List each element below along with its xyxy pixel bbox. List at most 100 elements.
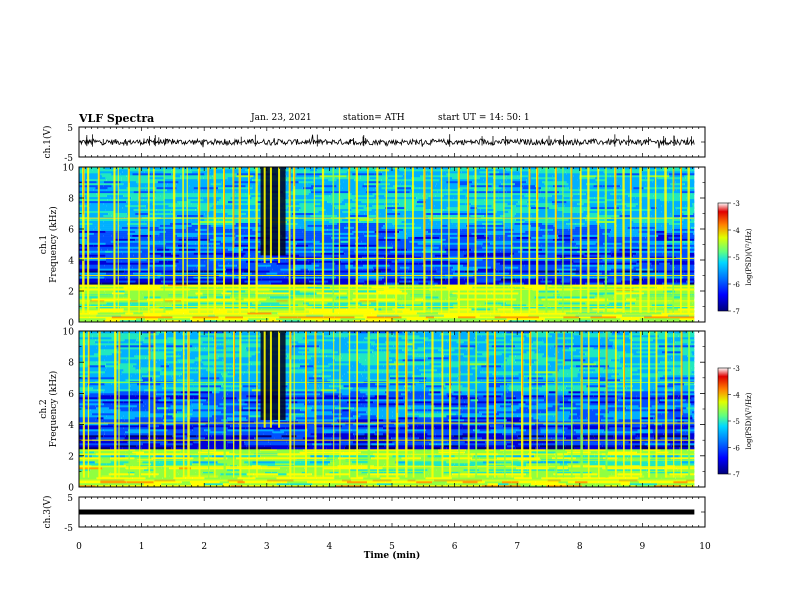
spectrogram-cell	[362, 256, 384, 259]
spectrogram-cell	[222, 483, 230, 486]
spectrogram-cell	[95, 186, 108, 190]
spectrogram-cell	[145, 254, 161, 257]
spectrogram-cell	[445, 171, 462, 174]
spectrogram-cell	[652, 431, 673, 434]
spectrogram-cell	[692, 302, 695, 305]
spectrogram-cell	[269, 276, 285, 279]
spectrogram-cell	[295, 417, 307, 420]
spectrogram-cell	[299, 254, 316, 257]
spectrogram-cell	[425, 316, 435, 319]
spectrogram-cell	[164, 171, 192, 174]
spectrogram-cell	[199, 230, 213, 233]
spheric-streak	[289, 167, 291, 207]
spectrogram-cell	[624, 286, 635, 289]
spectrogram-cell	[475, 220, 504, 223]
spectrogram-cell	[139, 465, 164, 468]
spectrogram-cell	[79, 411, 104, 414]
spectrogram-cell	[519, 171, 531, 174]
spectrogram-cell	[348, 300, 360, 303]
spectrogram-cell	[353, 169, 376, 172]
spectrogram-cell	[569, 280, 586, 283]
spectrogram-cell	[481, 320, 509, 323]
spectrogram-cell	[482, 222, 502, 225]
spectrogram-cell	[124, 292, 143, 295]
spectrogram-cell	[165, 308, 175, 311]
spectrogram-cell	[631, 218, 659, 221]
spectrogram-cell	[328, 280, 356, 283]
spectrogram-cell	[630, 425, 647, 428]
spectrogram-cell	[310, 461, 331, 464]
spectrogram-cell	[89, 443, 117, 446]
spectrogram-cell	[399, 202, 424, 206]
spectrogram-cell	[123, 296, 144, 299]
spectrogram-cell	[653, 407, 676, 410]
spectrogram-cell	[405, 461, 424, 464]
spectrogram-cell	[407, 248, 424, 251]
spectrogram-cell	[580, 435, 594, 438]
spectrogram-cell	[443, 457, 460, 460]
spectrogram-cell	[468, 238, 487, 241]
spectrogram-cell	[456, 485, 482, 488]
spectrogram-cell	[334, 176, 361, 180]
spectrogram-cell	[542, 278, 562, 281]
spectrogram-cell	[402, 298, 415, 301]
spectrogram-cell	[274, 421, 288, 424]
spectrogram-cell	[299, 208, 326, 211]
spectrogram-cell	[327, 224, 347, 227]
spectrogram-cell	[608, 234, 636, 237]
spectrogram-cell	[126, 200, 138, 204]
spectrogram-cell	[498, 171, 520, 174]
spectrogram-cell	[142, 250, 150, 253]
spectrogram-cell	[232, 186, 253, 190]
spectrogram-cell	[89, 300, 105, 303]
spectrogram-cell	[270, 270, 290, 273]
spectrogram-cell	[395, 306, 406, 309]
spectrogram-cell	[160, 194, 172, 198]
spectrogram-cell	[589, 306, 616, 309]
spectrogram-cell	[475, 280, 495, 283]
spectrogram-cell	[185, 477, 193, 480]
spectrogram-cell	[116, 457, 135, 460]
spectrogram-cell	[119, 467, 126, 470]
spectrogram-cell	[663, 286, 672, 289]
spectrogram-cell	[476, 236, 489, 239]
spectrogram-cell	[424, 260, 451, 263]
spectrogram-cell	[537, 308, 563, 311]
spectrogram-cell	[104, 180, 121, 184]
spectrogram-cell	[149, 246, 166, 249]
spectrogram-cell	[665, 405, 676, 408]
spectrogram-cell	[596, 174, 611, 178]
spectrogram-cell	[474, 447, 492, 450]
spectrogram-cell	[498, 437, 518, 440]
spectrogram-cell	[293, 463, 315, 466]
spectrogram-cell	[511, 180, 527, 184]
spectrogram-cell	[164, 469, 191, 472]
spectrogram-cell	[113, 246, 133, 249]
spectrogram-cell	[539, 272, 558, 275]
spectrogram-cell	[214, 210, 241, 213]
spectrogram-cell	[187, 445, 208, 448]
spectrogram-cell	[453, 435, 473, 438]
spectrogram-cell	[644, 222, 670, 225]
spectrogram-cell	[604, 202, 616, 206]
spectrogram-cell	[215, 413, 240, 416]
spectrogram-cell	[559, 407, 577, 410]
spectrogram-cell	[143, 483, 162, 486]
spectrogram-cell	[613, 435, 638, 438]
spectrogram-cell	[277, 312, 294, 315]
spectrogram-cell	[79, 173, 101, 176]
spectrogram-cell	[108, 407, 133, 410]
spectrogram-cell	[544, 318, 563, 321]
spectrogram-cell	[447, 224, 457, 227]
spectrogram-cell	[284, 188, 293, 192]
spectrogram-cell	[607, 443, 620, 446]
spheric-streak	[356, 167, 358, 171]
spectrogram-cell	[387, 254, 397, 257]
spectrogram-cell	[456, 224, 466, 227]
spectrogram-cell	[313, 178, 329, 182]
spectrogram-cell	[292, 188, 310, 192]
spectrogram-cell	[219, 481, 229, 484]
spectrogram-cell	[90, 409, 112, 412]
spectrogram-cell	[688, 433, 695, 436]
spectrogram-cell	[579, 284, 605, 287]
